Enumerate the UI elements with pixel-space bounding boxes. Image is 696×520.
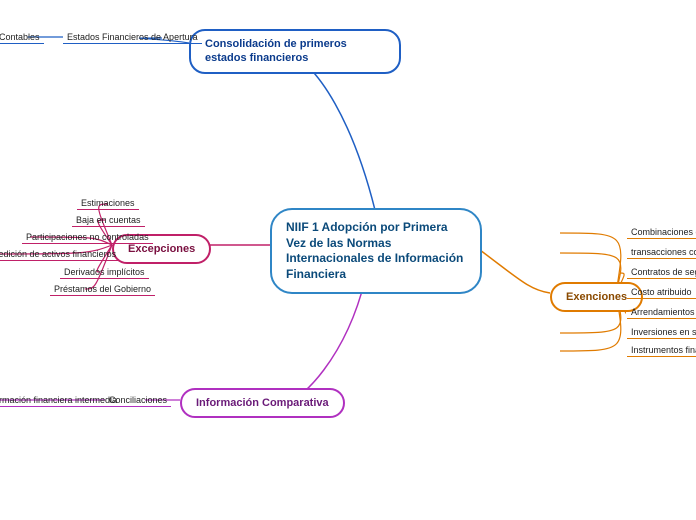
leaf-excepciones-0[interactable]: Estimaciones	[77, 196, 139, 210]
leaf-info-comp-1[interactable]: Información financiera intermedia	[0, 393, 121, 407]
leaf-exenciones-5[interactable]: Inversiones en subsidiarias, negocios co…	[627, 325, 696, 339]
leaf-consolidacion-1[interactable]: Estados Financieros de Apertura	[63, 30, 202, 44]
branch-info-comparativa[interactable]: Información Comparativa	[180, 388, 345, 418]
center-node[interactable]: NIIF 1 Adopción por Primera Vez de las N…	[270, 208, 482, 294]
leaf-exenciones-4[interactable]: Arrendamientos	[627, 305, 696, 319]
leaf-consolidacion-0[interactable]: s Contables	[0, 30, 44, 44]
leaf-exenciones-6[interactable]: Instrumentos financieros compuestos	[627, 343, 696, 357]
leaf-exenciones-3[interactable]: Costo atribuido	[627, 285, 696, 299]
leaf-exenciones-0[interactable]: Combinaciones de negocios	[627, 225, 696, 239]
leaf-exenciones-2[interactable]: Contratos de seguro	[627, 265, 696, 279]
leaf-excepciones-5[interactable]: Préstamos del Gobierno	[50, 282, 155, 296]
leaf-excepciones-2[interactable]: Participaciones no controladas	[22, 230, 153, 244]
branch-consolidacion[interactable]: Consolidación de primeros estados financ…	[189, 29, 401, 74]
leaf-excepciones-1[interactable]: Baja en cuentas	[72, 213, 145, 227]
leaf-excepciones-4[interactable]: Derivados implícitos	[60, 265, 149, 279]
leaf-excepciones-3[interactable]: ificación y medición de activos financie…	[0, 247, 120, 261]
leaf-exenciones-1[interactable]: transacciones con pagos basados en accio…	[627, 245, 696, 259]
